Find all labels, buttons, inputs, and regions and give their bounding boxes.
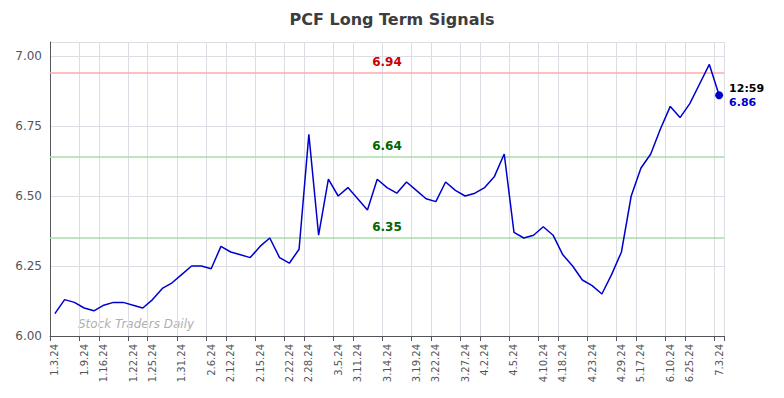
svg-text:2.12.24: 2.12.24 — [225, 344, 236, 382]
svg-text:7.00: 7.00 — [15, 49, 42, 63]
svg-text:4.10.24: 4.10.24 — [538, 344, 549, 382]
svg-text:6.75: 6.75 — [15, 119, 42, 133]
svg-text:7.3.24: 7.3.24 — [714, 344, 725, 376]
svg-text:Stock Traders Daily: Stock Traders Daily — [78, 317, 195, 331]
svg-text:6.50: 6.50 — [15, 189, 42, 203]
svg-text:4.29.24: 4.29.24 — [616, 344, 627, 382]
svg-text:6.86: 6.86 — [729, 96, 756, 109]
svg-text:1.31.24: 1.31.24 — [176, 344, 187, 382]
svg-text:6.00: 6.00 — [15, 329, 42, 343]
svg-text:3.19.24: 3.19.24 — [411, 344, 422, 382]
svg-text:4.18.24: 4.18.24 — [557, 344, 568, 382]
svg-text:6.10.24: 6.10.24 — [665, 344, 676, 382]
svg-text:12:59: 12:59 — [729, 82, 764, 95]
svg-text:4.2.24: 4.2.24 — [479, 344, 490, 376]
svg-text:1.22.24: 1.22.24 — [128, 344, 139, 382]
svg-text:3.27.24: 3.27.24 — [460, 344, 471, 382]
svg-text:6.94: 6.94 — [372, 55, 402, 69]
svg-text:1.25.24: 1.25.24 — [147, 344, 158, 382]
svg-text:3.14.24: 3.14.24 — [382, 344, 393, 382]
svg-text:2.22.24: 2.22.24 — [284, 344, 295, 382]
svg-text:PCF Long Term Signals: PCF Long Term Signals — [290, 10, 495, 29]
svg-text:2.15.24: 2.15.24 — [255, 344, 266, 382]
svg-text:2.28.24: 2.28.24 — [303, 344, 314, 382]
svg-text:6.35: 6.35 — [372, 220, 402, 234]
svg-text:3.11.24: 3.11.24 — [352, 344, 363, 382]
svg-text:5.17.24: 5.17.24 — [635, 344, 646, 382]
svg-text:6.25.24: 6.25.24 — [684, 344, 695, 382]
svg-text:1.9.24: 1.9.24 — [79, 344, 90, 376]
svg-text:6.64: 6.64 — [372, 139, 402, 153]
svg-text:6.25: 6.25 — [15, 259, 42, 273]
svg-text:2.6.24: 2.6.24 — [206, 344, 217, 376]
svg-text:4.5.24: 4.5.24 — [508, 344, 519, 376]
svg-text:3.22.24: 3.22.24 — [430, 344, 441, 382]
svg-text:3.5.24: 3.5.24 — [333, 344, 344, 376]
svg-text:4.23.24: 4.23.24 — [587, 344, 598, 382]
svg-text:1.16.24: 1.16.24 — [98, 344, 109, 382]
svg-text:1.3.24: 1.3.24 — [49, 344, 60, 376]
